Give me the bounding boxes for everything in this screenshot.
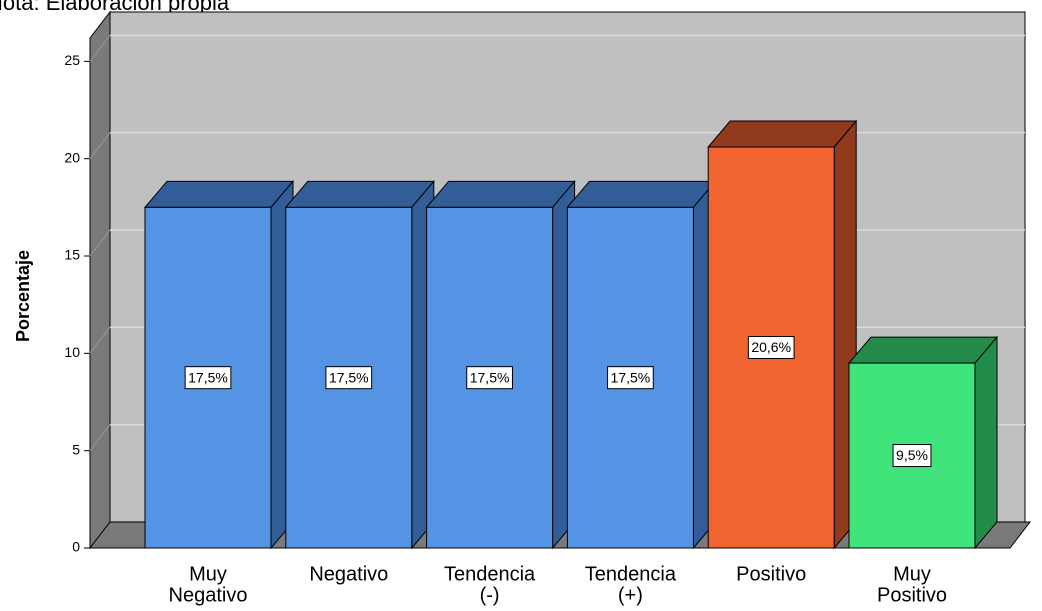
value-label-box	[892, 444, 932, 468]
bar-top	[425, 180, 576, 208]
value-label: 20,6%	[751, 339, 791, 355]
value-label: 17,5%	[329, 369, 369, 385]
grid-line	[89, 35, 111, 62]
value-label: 17,5%	[470, 369, 510, 385]
y-tick-label: 20	[64, 149, 80, 165]
value-label: 9,5%	[896, 447, 928, 463]
y-axis-title: Porcentaje	[13, 250, 33, 342]
x-tick-label: Negativo	[169, 584, 248, 606]
y-tick-label: 10	[64, 344, 80, 360]
grid-line	[89, 132, 111, 159]
y-tick-label: 15	[64, 247, 80, 263]
grid-line	[89, 327, 111, 354]
x-tick-label: Muy	[893, 563, 931, 585]
side-wall	[89, 10, 111, 550]
x-tick-label: (+)	[618, 584, 643, 606]
value-label: 17,5%	[611, 369, 651, 385]
value-label-box	[607, 366, 654, 390]
value-label: 17,5%	[188, 369, 228, 385]
value-label-box	[466, 366, 513, 390]
x-tick-label: Tendencia	[444, 563, 536, 585]
x-tick-label: Muy	[189, 563, 227, 585]
y-tick-label: 25	[64, 52, 80, 68]
value-label-box	[325, 366, 373, 390]
value-label-box	[184, 366, 232, 390]
y-tick-label: 5	[72, 441, 80, 457]
x-tick-label: Positivo	[736, 563, 806, 585]
bar-top	[284, 180, 435, 208]
bar-top	[707, 120, 858, 148]
y-tick-label: 0	[72, 539, 80, 555]
bar-side	[974, 335, 998, 550]
x-tick-label: Positivo	[877, 584, 947, 606]
bar-top	[566, 180, 717, 208]
x-tick-label: Tendencia	[585, 563, 677, 585]
note: Nota: Elaboración propia	[0, 0, 230, 15]
bar-top	[847, 336, 999, 364]
value-label-box	[747, 336, 795, 360]
x-tick-label: (-)	[480, 584, 500, 606]
x-tick-label: Negativo	[309, 563, 388, 585]
bar-top	[143, 180, 295, 208]
grid-line	[89, 424, 111, 451]
grid-line	[89, 229, 111, 257]
